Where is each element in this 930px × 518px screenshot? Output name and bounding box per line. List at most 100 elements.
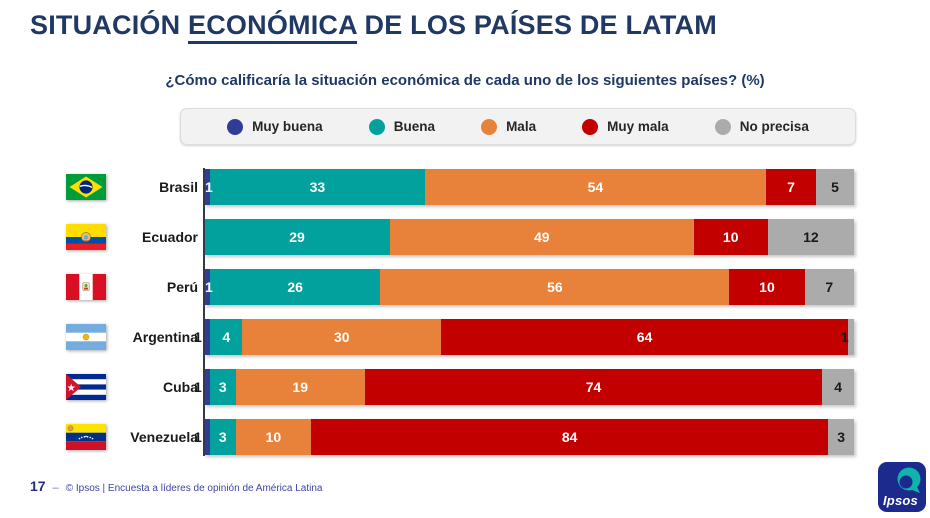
- bar-segment-no-precisa: 1: [841, 319, 854, 355]
- segment-value: 33: [309, 179, 326, 195]
- segment-value: 10: [722, 229, 739, 245]
- source-text: © Ipsos | Encuesta a líderes de opinión …: [65, 483, 323, 494]
- bar-segment-no-precisa: 12: [767, 219, 854, 255]
- bar-segment-mala: 30: [242, 319, 442, 355]
- legend-label: No precisa: [739, 119, 809, 134]
- stacked-bar-venezuela: 1 3 10 84 3: [194, 419, 855, 455]
- bar-segment-no-precisa: 3: [828, 419, 855, 455]
- bar-segment-mala: 56: [380, 269, 730, 305]
- segment-value: 30: [334, 329, 350, 345]
- segment-value: 1: [194, 429, 202, 445]
- bar-segment-muy-buena: 1: [194, 319, 211, 355]
- footer: 17 ‒ © Ipsos | Encuesta a líderes de opi…: [30, 478, 323, 494]
- bar-segment-no-precisa: 7: [804, 269, 855, 305]
- bar-segment-muy-buena: 1: [194, 419, 210, 455]
- country-label: Argentina: [132, 329, 198, 345]
- segment-value: 4: [222, 329, 231, 345]
- legend-label: Mala: [506, 119, 537, 134]
- table-row-peru: Perú 1 26 56 10 7: [0, 262, 930, 312]
- stacked-bar-brasil: 1 33 54 7 5: [204, 169, 854, 205]
- segment-value: 12: [803, 229, 819, 245]
- country-label: Brasil: [159, 179, 198, 195]
- bar-segment-muy-mala: 7: [766, 169, 817, 205]
- bar-segment-buena: 29: [204, 219, 390, 255]
- bar-segment-muy-mala: 84: [311, 419, 829, 455]
- segment-value: 10: [265, 429, 282, 445]
- stacked-bar-cuba: 1 3 19 74 4: [194, 369, 854, 405]
- bar-segment-buena: 33: [210, 169, 425, 205]
- flag-ecuador-icon: [66, 224, 106, 250]
- bar-segment-muy-mala: 10: [729, 269, 805, 305]
- segment-value: 74: [585, 379, 602, 395]
- stacked-bar-ecuador: 29 49 10 12: [204, 219, 854, 255]
- segment-value: 1: [205, 179, 213, 195]
- title-underlined-word: ECONÓMICA: [188, 10, 357, 44]
- segment-value: 1: [840, 329, 849, 345]
- country-label: Perú: [166, 279, 198, 295]
- segment-value: 3: [218, 429, 227, 445]
- table-row-brasil: Brasil 1 33 54 7 5: [0, 162, 930, 212]
- legend-dot-no-precisa: [714, 118, 731, 135]
- legend-dot-muy-buena: [227, 118, 244, 135]
- flag-brasil-icon: [66, 174, 106, 200]
- bar-segment-mala: 54: [424, 169, 767, 205]
- legend-item-muy-buena: Muy buena: [227, 118, 323, 135]
- bar-segment-no-precisa: 4: [822, 369, 854, 405]
- ipsos-logo-mark: [897, 467, 921, 493]
- flag-peru-icon: [66, 274, 106, 300]
- bar-segment-mala: 49: [390, 219, 694, 255]
- ipsos-logo: Ipsos: [878, 462, 926, 512]
- segment-value: 7: [787, 179, 795, 195]
- bar-segment-buena: 26: [209, 269, 381, 305]
- legend-label: Muy mala: [607, 119, 669, 134]
- legend-label: Muy buena: [252, 119, 323, 134]
- legend-dot-buena: [368, 118, 385, 135]
- legend: Muy buena Buena Mala Muy mala No precisa: [180, 108, 856, 145]
- segment-value: 3: [218, 379, 227, 395]
- flag-argentina-icon: [66, 324, 106, 350]
- segment-value: 49: [533, 229, 550, 245]
- table-row-venezuela: Venezuela 1 3 10 84 3: [0, 412, 930, 462]
- bar-segment-muy-buena: 1: [204, 169, 213, 205]
- bar-segment-muy-mala: 64: [441, 319, 848, 355]
- segment-value: 19: [292, 379, 308, 395]
- bar-segment-no-precisa: 5: [816, 169, 854, 205]
- country-label: Ecuador: [141, 229, 198, 245]
- bar-segment-muy-buena: 1: [194, 369, 210, 405]
- chart-axis-line: [203, 168, 205, 456]
- bar-segment-buena: 4: [210, 319, 243, 355]
- table-row-ecuador: Ecuador 29 49 10 12: [0, 212, 930, 262]
- legend-item-no-precisa: No precisa: [714, 118, 809, 135]
- bar-segment-muy-buena: 1: [204, 269, 213, 305]
- country-label: Venezuela: [130, 429, 198, 445]
- legend-dot-muy-mala: [582, 118, 599, 135]
- table-row-argentina: Argentina 1 4 30 64 1: [0, 312, 930, 362]
- table-row-cuba: Cuba 1 3 19 74 4: [0, 362, 930, 412]
- title-prefix: SITUACIÓN: [30, 10, 189, 40]
- stacked-bar-peru: 1 26 56 10 7: [204, 269, 855, 305]
- legend-label: Buena: [393, 119, 435, 134]
- flag-venezuela-icon: [66, 424, 106, 450]
- segment-value: 5: [831, 179, 839, 195]
- bar-segment-mala: 19: [235, 369, 365, 405]
- segment-value: 56: [547, 279, 563, 295]
- segment-value: 1: [194, 379, 202, 395]
- segment-value: 1: [194, 329, 202, 345]
- segment-value: 1: [205, 279, 213, 295]
- country-label: Cuba: [163, 379, 198, 395]
- bar-segment-buena: 3: [209, 369, 236, 405]
- page-number: 17: [30, 478, 46, 494]
- segment-value: 26: [287, 279, 303, 295]
- page-title: SITUACIÓN ECONÓMICA DE LOS PAÍSES DE LAT…: [30, 10, 717, 44]
- legend-dot-mala: [481, 118, 498, 135]
- bar-segment-mala: 10: [235, 419, 311, 455]
- segment-value: 54: [587, 179, 604, 195]
- bar-segment-muy-mala: 74: [364, 369, 823, 405]
- segment-value: 64: [636, 329, 653, 345]
- flag-cuba-icon: [66, 374, 106, 400]
- title-suffix: DE LOS PAÍSES DE LATAM: [356, 10, 717, 40]
- stacked-bar-argentina: 1 4 30 64 1: [194, 319, 854, 355]
- segment-value: 10: [759, 279, 775, 295]
- legend-item-mala: Mala: [481, 118, 537, 135]
